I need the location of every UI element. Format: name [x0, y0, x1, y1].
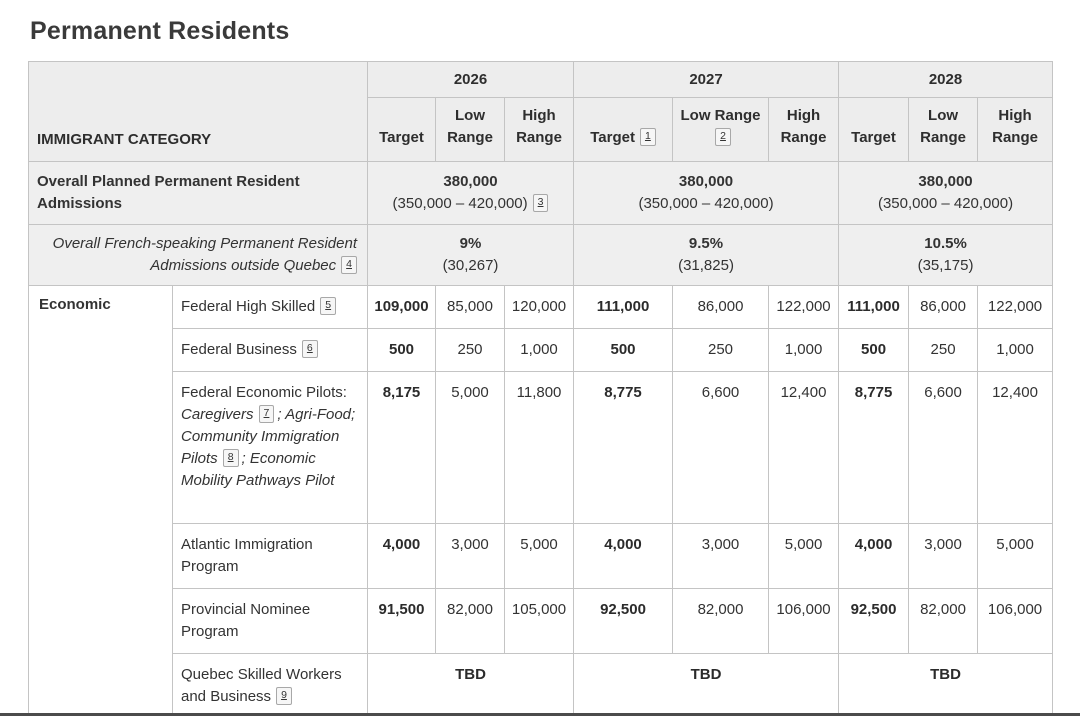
value-cell: 106,000: [768, 588, 840, 654]
value-cell: 12,400: [977, 371, 1054, 524]
value-cell: 3,000: [908, 523, 979, 589]
target-2027-header: Target 1: [573, 97, 674, 162]
footnote-link-6[interactable]: 6: [301, 340, 318, 358]
value-cell: 11,800: [503, 371, 575, 524]
value-cell: 82,000: [672, 588, 770, 654]
year-2028-header: 2028: [838, 61, 1054, 98]
economic-group-label: Economic: [28, 285, 173, 716]
value-cell: 4,000: [573, 523, 674, 589]
quebec-2028-value: TBD: [838, 653, 1054, 716]
footnote-link-5[interactable]: 5: [320, 297, 337, 315]
value-cell: 500: [573, 328, 674, 372]
value-cell: 5,000: [977, 523, 1054, 589]
low-range-2026-header: Low Range: [435, 97, 505, 162]
value-cell: 4,000: [367, 523, 436, 589]
label-atlantic-immigration: Atlantic Immigration Program: [172, 523, 368, 589]
value-cell: 109,000: [367, 285, 436, 329]
french-speaking-label: Overall French-speaking Permanent Reside…: [28, 224, 368, 286]
value-cell: 122,000: [977, 285, 1054, 329]
high-range-2027-header: High Range: [768, 97, 840, 162]
value-cell: 85,000: [435, 285, 505, 329]
value-cell: 3,000: [435, 523, 505, 589]
value-cell: 8,775: [838, 371, 910, 524]
french-2028-value: 10.5% (35,175): [838, 224, 1054, 286]
value-cell: 122,000: [768, 285, 840, 329]
value-cell: 500: [367, 328, 436, 372]
value-cell: 92,500: [838, 588, 910, 654]
value-cell: 111,000: [838, 285, 910, 329]
row-provincial-nominee: Provincial Nominee Program 91,500 82,000…: [29, 588, 1054, 654]
value-cell: 250: [435, 328, 505, 372]
value-cell: 106,000: [977, 588, 1054, 654]
value-cell: 1,000: [977, 328, 1054, 372]
column-header-row: Target Low Range High Range Target 1 Low …: [29, 97, 1054, 162]
page-title: Permanent Residents: [30, 17, 290, 45]
value-cell: 250: [908, 328, 979, 372]
value-cell: 86,000: [672, 285, 770, 329]
footnote-link-3[interactable]: 3: [532, 194, 549, 212]
footnote-link-7[interactable]: 7: [258, 405, 275, 423]
overall-2027-value: 380,000 (350,000 – 420,000): [573, 161, 840, 225]
immigrant-category-header: IMMIGRANT CATEGORY: [28, 61, 368, 162]
high-range-2028-header: High Range: [977, 97, 1054, 162]
row-federal-high-skilled: Economic Federal High Skilled 5 109,000 8…: [28, 285, 1054, 716]
window-bottom-edge: [0, 713, 1080, 716]
overall-admissions-row: Overall Planned Permanent Resident Admis…: [28, 161, 1054, 225]
footnote-link-4[interactable]: 4: [341, 256, 357, 274]
year-2027-header: 2027: [573, 61, 840, 98]
value-cell: 1,000: [503, 328, 575, 372]
footnote-link-9[interactable]: 9: [276, 687, 292, 705]
value-cell: 8,775: [573, 371, 674, 524]
target-2026-header: Target: [367, 97, 436, 162]
value-cell: 92,500: [573, 588, 674, 654]
value-cell: 105,000: [503, 588, 575, 654]
overall-admissions-label: Overall Planned Permanent Resident Admis…: [28, 161, 368, 225]
value-cell: 82,000: [908, 588, 979, 654]
value-cell: 6,600: [908, 371, 979, 524]
overall-2028-value: 380,000 (350,000 – 420,000): [838, 161, 1054, 225]
target-2028-header: Target: [838, 97, 910, 162]
quebec-2027-value: TBD: [573, 653, 840, 716]
value-cell: 120,000: [503, 285, 575, 329]
value-cell: 8,175: [367, 371, 436, 524]
row-atlantic-immigration: Atlantic Immigration Program 4,000 3,000…: [29, 523, 1054, 589]
value-cell: 5,000: [768, 523, 840, 589]
label-federal-high-skilled: Federal High Skilled 5: [172, 285, 368, 329]
value-cell: 91,500: [367, 588, 436, 654]
value-cell: 5,000: [503, 523, 575, 589]
label-quebec-skilled-workers: Quebec Skilled Workers and Business 9: [172, 653, 368, 716]
value-cell: 3,000: [672, 523, 770, 589]
value-cell: 1,000: [768, 328, 840, 372]
french-2027-value: 9.5% (31,825): [573, 224, 840, 286]
value-cell: 250: [672, 328, 770, 372]
value-cell: 12,400: [768, 371, 840, 524]
label-federal-business: Federal Business 6: [172, 328, 368, 372]
value-cell: 82,000: [435, 588, 505, 654]
year-2026-header: 2026: [366, 61, 575, 98]
value-cell: 4,000: [838, 523, 910, 589]
year-header-row: IMMIGRANT CATEGORY 2026 2027 2028: [28, 61, 1054, 162]
french-2026-value: 9% (30,267): [366, 224, 575, 286]
value-cell: 6,600: [672, 371, 770, 524]
row-quebec-skilled-workers: Quebec Skilled Workers and Business 9 TBD…: [29, 653, 1054, 716]
row-federal-economic-pilots: Federal Economic Pilots: Caregivers 7; Ag…: [29, 371, 1054, 524]
permanent-residents-table: IMMIGRANT CATEGORY 2026 2027 2028 Target…: [28, 61, 1054, 716]
value-cell: 86,000: [908, 285, 979, 329]
value-cell: 111,000: [573, 285, 674, 329]
row-federal-business: Federal Business 6 500 250 1,000 500 250 …: [29, 328, 1054, 372]
overall-2026-value: 380,000 (350,000 – 420,000) 3: [366, 161, 575, 225]
low-range-2028-header: Low Range: [908, 97, 979, 162]
label-federal-economic-pilots: Federal Economic Pilots: Caregivers 7; Ag…: [172, 371, 368, 524]
value-cell: 500: [838, 328, 910, 372]
footnote-link-8[interactable]: 8: [222, 449, 239, 467]
value-cell: 5,000: [435, 371, 505, 524]
quebec-2026-value: TBD: [366, 653, 575, 716]
footnote-link-2[interactable]: 2: [715, 128, 731, 146]
low-range-2027-header: Low Range2: [672, 97, 770, 162]
high-range-2026-header: High Range: [503, 97, 575, 162]
label-provincial-nominee: Provincial Nominee Program: [172, 588, 368, 654]
footnote-link-1[interactable]: 1: [639, 128, 656, 146]
french-speaking-row: Overall French-speaking Permanent Reside…: [28, 224, 1054, 286]
